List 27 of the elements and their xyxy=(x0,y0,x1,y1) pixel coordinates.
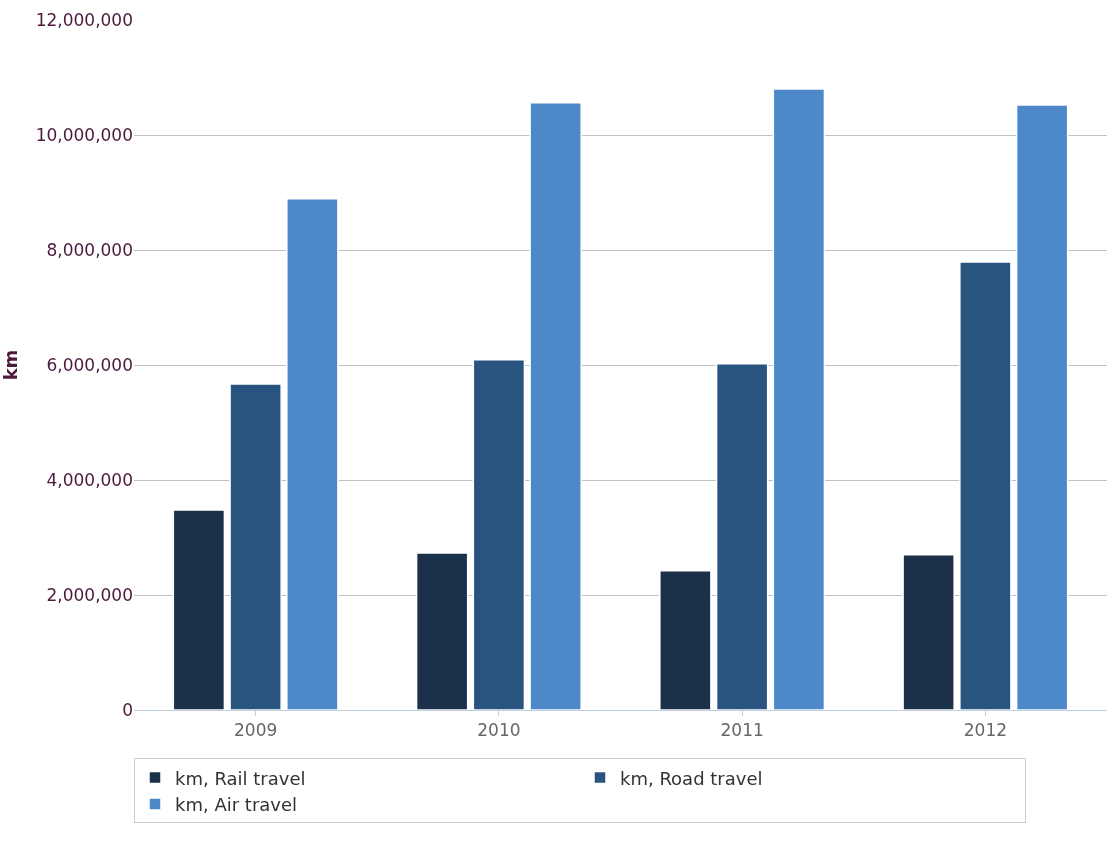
bar xyxy=(229,383,282,710)
y-tick-label: 0 xyxy=(122,699,133,720)
y-tick-label: 8,000,000 xyxy=(46,239,133,260)
y-axis-title: km xyxy=(0,349,21,381)
bar xyxy=(772,88,826,710)
legend-label: km, Air travel xyxy=(175,793,298,815)
y-tick-label: 4,000,000 xyxy=(46,469,133,490)
bar xyxy=(415,552,469,710)
legend-label: km, Rail travel xyxy=(175,767,306,789)
legend-label: km, Road travel xyxy=(620,767,763,789)
bar xyxy=(1015,104,1069,710)
bar xyxy=(472,359,526,710)
x-tick-label: 2009 xyxy=(234,720,278,741)
bar xyxy=(529,102,582,710)
x-tick-label: 2011 xyxy=(720,720,764,741)
y-tick-label: 2,000,000 xyxy=(46,584,133,605)
bar xyxy=(172,509,226,710)
y-tick-label: 10,000,000 xyxy=(35,124,133,145)
x-tick-label: 2010 xyxy=(477,720,521,741)
bar xyxy=(286,198,339,710)
bar xyxy=(715,363,769,710)
y-tick-label: 12,000,000 xyxy=(35,9,133,30)
x-tick-label: 2012 xyxy=(963,720,1008,741)
y-tick-label: 6,000,000 xyxy=(46,354,133,375)
bar xyxy=(659,570,712,710)
bar xyxy=(902,554,955,710)
bar xyxy=(959,261,1012,710)
